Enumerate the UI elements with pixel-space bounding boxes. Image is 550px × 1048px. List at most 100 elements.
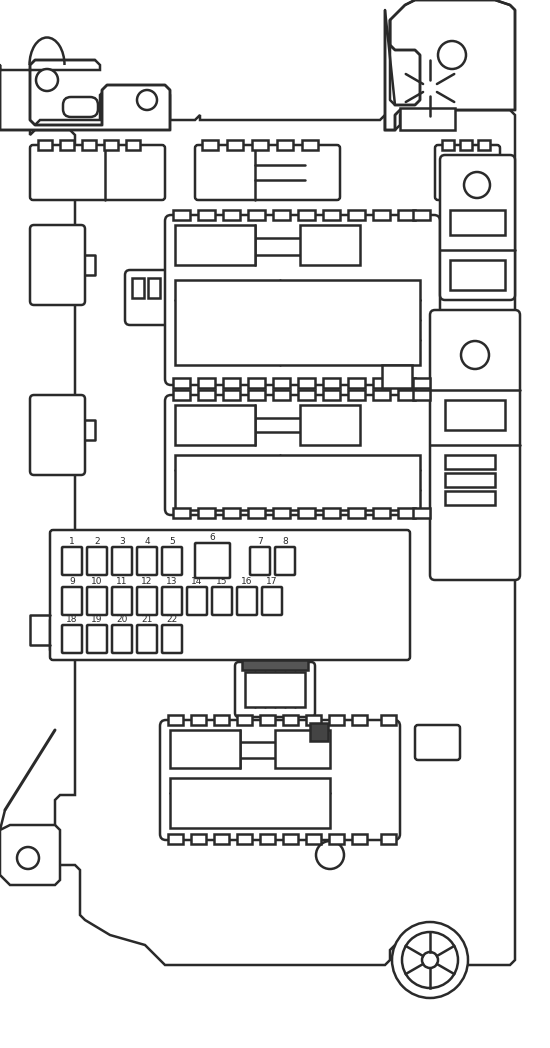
Bar xyxy=(273,378,290,388)
Bar xyxy=(413,378,430,388)
FancyBboxPatch shape xyxy=(195,543,230,578)
Circle shape xyxy=(137,90,157,110)
Bar xyxy=(306,834,321,844)
Bar xyxy=(214,715,229,725)
Bar xyxy=(132,278,144,298)
Bar xyxy=(460,140,472,150)
FancyBboxPatch shape xyxy=(112,547,132,575)
Bar xyxy=(413,390,430,400)
FancyBboxPatch shape xyxy=(162,587,182,615)
Text: 3: 3 xyxy=(119,538,125,546)
Circle shape xyxy=(17,847,39,869)
Bar xyxy=(283,834,298,844)
Bar xyxy=(323,378,340,388)
Circle shape xyxy=(461,341,489,369)
Bar xyxy=(445,492,495,505)
Bar xyxy=(198,378,215,388)
FancyBboxPatch shape xyxy=(62,625,82,653)
FancyBboxPatch shape xyxy=(415,725,460,760)
Bar xyxy=(298,210,315,220)
Bar xyxy=(450,210,505,235)
FancyBboxPatch shape xyxy=(87,547,107,575)
Bar xyxy=(323,210,340,220)
Bar xyxy=(248,390,265,400)
Bar xyxy=(283,715,298,725)
Bar xyxy=(306,715,321,725)
Text: 18: 18 xyxy=(66,615,78,625)
Bar xyxy=(381,834,396,844)
Bar xyxy=(168,834,183,844)
Bar xyxy=(398,508,415,518)
Bar xyxy=(329,715,344,725)
FancyBboxPatch shape xyxy=(430,310,520,580)
Text: 2: 2 xyxy=(94,538,100,546)
Text: 17: 17 xyxy=(266,577,278,587)
FancyBboxPatch shape xyxy=(112,625,132,653)
FancyBboxPatch shape xyxy=(440,155,515,300)
FancyBboxPatch shape xyxy=(212,587,232,615)
Bar xyxy=(298,390,315,400)
Bar xyxy=(275,730,330,768)
Text: 9: 9 xyxy=(69,577,75,587)
Text: 10: 10 xyxy=(91,577,103,587)
Bar xyxy=(237,715,252,725)
Bar xyxy=(310,723,328,741)
Text: 13: 13 xyxy=(166,577,178,587)
FancyBboxPatch shape xyxy=(435,145,500,200)
Bar xyxy=(175,455,420,510)
Bar xyxy=(227,140,243,150)
FancyBboxPatch shape xyxy=(165,215,440,385)
Bar xyxy=(223,210,240,220)
Bar xyxy=(191,715,206,725)
Bar xyxy=(175,405,255,445)
Text: 16: 16 xyxy=(241,577,253,587)
Bar xyxy=(277,140,293,150)
Bar xyxy=(245,672,305,707)
Bar xyxy=(242,660,308,670)
Bar xyxy=(450,260,505,290)
Bar xyxy=(252,140,268,150)
Circle shape xyxy=(36,69,58,91)
Bar xyxy=(60,140,74,150)
FancyBboxPatch shape xyxy=(50,530,410,660)
Bar xyxy=(382,365,412,388)
Bar xyxy=(191,834,206,844)
FancyBboxPatch shape xyxy=(160,720,400,840)
Bar xyxy=(237,834,252,844)
FancyBboxPatch shape xyxy=(250,547,270,575)
Bar xyxy=(214,834,229,844)
Bar xyxy=(300,225,360,265)
Bar xyxy=(248,210,265,220)
Bar xyxy=(413,210,430,220)
Circle shape xyxy=(422,952,438,968)
Bar xyxy=(373,378,390,388)
Text: 15: 15 xyxy=(216,577,228,587)
FancyBboxPatch shape xyxy=(30,395,85,475)
Bar xyxy=(445,400,505,430)
FancyBboxPatch shape xyxy=(63,97,98,117)
Bar xyxy=(273,390,290,400)
FancyBboxPatch shape xyxy=(235,662,315,717)
Bar xyxy=(323,390,340,400)
Text: 19: 19 xyxy=(91,615,103,625)
FancyBboxPatch shape xyxy=(237,587,257,615)
Bar xyxy=(148,278,160,298)
Text: 22: 22 xyxy=(166,615,178,625)
FancyBboxPatch shape xyxy=(162,547,182,575)
FancyBboxPatch shape xyxy=(187,587,207,615)
Bar xyxy=(373,210,390,220)
Bar xyxy=(413,508,430,518)
Bar xyxy=(352,834,367,844)
Text: 5: 5 xyxy=(169,538,175,546)
FancyBboxPatch shape xyxy=(275,547,295,575)
Bar xyxy=(175,225,255,265)
Bar xyxy=(398,390,415,400)
Circle shape xyxy=(464,172,490,198)
Bar xyxy=(173,508,190,518)
Text: 21: 21 xyxy=(141,615,153,625)
Polygon shape xyxy=(30,90,515,965)
Bar xyxy=(298,508,315,518)
Bar xyxy=(173,210,190,220)
Bar xyxy=(168,715,183,725)
Bar xyxy=(478,140,490,150)
